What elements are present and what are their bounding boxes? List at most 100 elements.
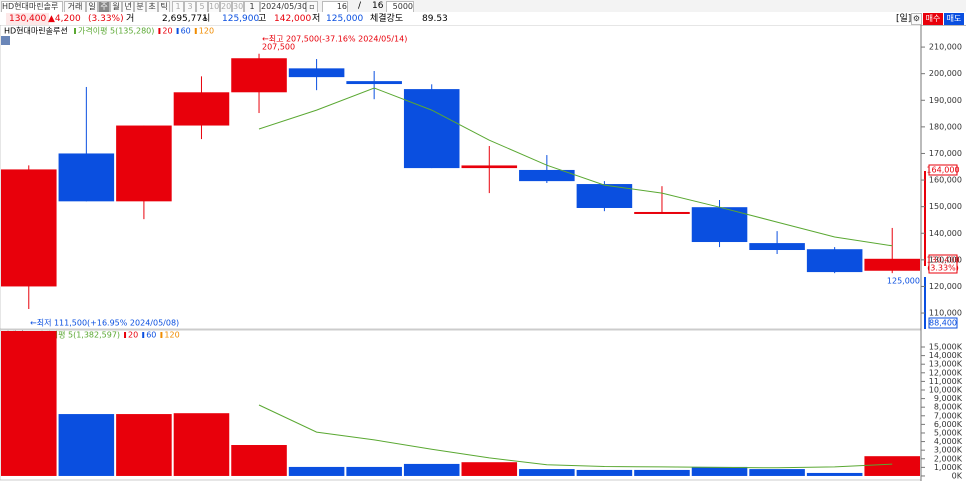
candle-body (1, 169, 57, 287)
buy-button[interactable]: 매수 (923, 13, 943, 25)
volume-bar (346, 466, 402, 476)
candle-body (634, 211, 690, 214)
settings-button[interactable]: ⚙ (911, 13, 922, 25)
y-tick-label: 4,000K (934, 437, 963, 446)
marker-price: 164,000 (926, 166, 959, 175)
volume-bar (519, 469, 575, 476)
strength-label: 체결강도 (370, 14, 404, 24)
volume-bar (173, 413, 230, 476)
y-tick-label: 13,000K (929, 360, 963, 369)
high: 142,000 (274, 14, 312, 24)
price: 130,400 (6, 13, 50, 25)
change: ▲4,200 (48, 14, 81, 24)
y-tick-label: 8,000K (934, 403, 963, 412)
last-price: 130,400 (926, 256, 959, 265)
min-note: ←최저 111,500(+16.95% 2024/05/08) (30, 318, 179, 328)
last-price-box (928, 254, 958, 274)
candle-body (576, 184, 633, 208)
interval-button[interactable]: 10 (208, 1, 220, 13)
legend-label: 가격이평 5(135,280) (78, 26, 154, 36)
volume-bar (288, 466, 345, 476)
separator: / (358, 1, 362, 11)
volume-bar (403, 463, 460, 476)
max-note: ←최고 207,500(-37.16% 2024/05/14) (262, 34, 407, 44)
y-tick-label: 0K (952, 471, 963, 480)
legend-label: 120 (199, 27, 214, 36)
y-tick-label: 140,000 (929, 229, 962, 238)
open-label: 시 (202, 14, 211, 24)
candle-body (58, 153, 115, 202)
y-tick-label: 3,000K (934, 446, 963, 455)
volume-bar (231, 445, 287, 476)
y-tick-label: 190,000 (929, 96, 962, 105)
y-tick-label: 10,000K (929, 385, 963, 394)
y-tick-label: 2,000K (934, 454, 963, 463)
y-tick-label: 1,000K (934, 463, 963, 472)
candle-body (519, 169, 575, 182)
toolbar: HD현대마린솔루션 거래 1 2024/05/30 ▫ 16 / 16 5000… (0, 0, 966, 21)
y-tick-label: 180,000 (929, 122, 962, 131)
candle-body (231, 58, 287, 93)
volume-bar (634, 469, 690, 476)
marker-box (928, 164, 958, 176)
candle-body (288, 68, 345, 78)
volume-label: 거 (126, 14, 135, 24)
period-tag: [일] (896, 14, 912, 24)
y-tick-label: 200,000 (929, 69, 962, 78)
y-tick-label: 14,000K (929, 351, 963, 360)
candle-body (461, 165, 518, 169)
panel-icon (1, 36, 10, 45)
legend-swatch (158, 28, 161, 34)
y-tick-label: 9,000K (934, 394, 963, 403)
y-tick-label: 5,000K (934, 428, 963, 437)
volume-bar (461, 462, 518, 476)
candle-body (691, 207, 748, 243)
volume: 2,695,771 (162, 14, 208, 24)
period-button[interactable]: 틱 (158, 1, 170, 13)
legend-label: 거래이평 5(1,382,597) (36, 330, 120, 340)
candle-body (806, 249, 863, 273)
bottom-box (928, 317, 958, 329)
legend-label: 120 (164, 331, 179, 340)
bars (1, 331, 920, 476)
y-tick-label: 130,000 (929, 255, 962, 264)
max-value: 207,500 (262, 43, 295, 52)
quote-bar: 130,400 ▲4,200 (3.33%) 거 2,695,771 시 125… (0, 12, 966, 26)
legend-swatch (176, 28, 179, 34)
legend-swatch (160, 332, 163, 338)
volume-bar (576, 469, 633, 476)
y-tick-label: 11,000K (929, 377, 963, 386)
strength: 89.53 (422, 14, 448, 24)
volume-bar (806, 472, 863, 476)
legend-label: 60 (146, 331, 156, 340)
y-tick-label: 160,000 (929, 176, 962, 185)
volume-bar (1, 331, 57, 476)
ma-line (258, 87, 893, 247)
candle-body (749, 243, 805, 251)
change-pct: (3.33%) (88, 14, 124, 24)
candle-body (346, 81, 402, 85)
candle-body (403, 89, 460, 169)
legend-swatch (194, 28, 197, 34)
low: 125,000 (326, 14, 364, 24)
legend-label: 20 (128, 331, 138, 340)
y-tick-label: 210,000 (929, 43, 962, 52)
legend-label: 20 (162, 27, 172, 36)
last-pct: (3.33%) (927, 264, 959, 273)
legend-swatch (74, 28, 76, 34)
legend-label: 60 (181, 27, 191, 36)
ma-line (258, 404, 893, 469)
y-tick-label: 170,000 (929, 149, 962, 158)
legend-title: HD현대마린솔루션 (4, 26, 68, 36)
volume-bar (749, 469, 805, 476)
legend-swatch (124, 332, 127, 338)
y-tick-label: 110,000 (929, 309, 962, 318)
chart: ←최고 207,500(-37.16% 2024/05/14) 207,500 … (0, 25, 963, 481)
volume-bar (116, 414, 172, 476)
low-label: 저 (312, 14, 321, 24)
open: 125,900 (222, 14, 260, 24)
bottom-price: 88,400 (929, 319, 957, 328)
y-tick-label: 12,000K (929, 368, 963, 377)
sell-button[interactable]: 매도 (944, 13, 964, 25)
